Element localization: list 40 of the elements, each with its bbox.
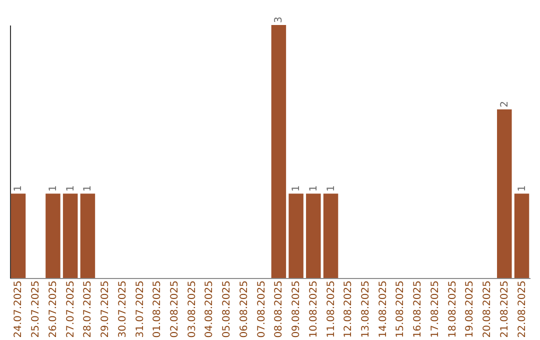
data-label: 1 <box>291 185 302 192</box>
data-label: 1 <box>326 185 337 192</box>
x-tick-label: 19.08.2025 <box>464 280 476 338</box>
data-label: 2 <box>499 100 510 108</box>
x-tick-label: 18.08.2025 <box>447 280 458 338</box>
x-tick-label: 08.08.2025 <box>274 280 285 338</box>
x-tick-label: 14.08.2025 <box>378 280 389 338</box>
x-tick-label: 15.08.2025 <box>395 280 406 338</box>
data-label: 1 <box>65 185 76 192</box>
x-tick-label: 29.07.2025 <box>100 280 112 338</box>
x-tick-label: 22.08.2025 <box>516 280 528 338</box>
x-tick-label: 09.08.2025 <box>291 280 302 338</box>
x-tick-label: 24.07.2025 <box>13 280 24 338</box>
data-label: 3 <box>274 16 285 23</box>
x-tick-label: 20.08.2025 <box>482 280 494 338</box>
x-tick-label: 21.08.2025 <box>499 280 510 338</box>
x-tick-label: 03.08.2025 <box>186 280 198 338</box>
x-tick-label: 30.07.2025 <box>117 280 128 338</box>
x-tick-label: 26.07.2025 <box>48 280 59 338</box>
data-label: 1 <box>82 185 94 192</box>
data-label: 1 <box>308 185 320 192</box>
x-tick-label: 12.08.2025 <box>343 280 354 338</box>
x-tick-label: 31.07.2025 <box>134 280 146 338</box>
x-tick-label: 10.08.2025 <box>308 280 320 338</box>
x-tick-label: 25.07.2025 <box>30 280 42 338</box>
x-tick-label: 11.08.2025 <box>326 280 337 338</box>
x-tick-label: 01.08.2025 <box>152 280 164 338</box>
x-tick-label: 07.08.2025 <box>256 280 268 338</box>
data-label: 1 <box>13 185 24 192</box>
x-tick-label: 28.07.2025 <box>82 280 94 338</box>
x-tick-label: 02.08.2025 <box>170 280 181 338</box>
x-tick-label: 06.08.2025 <box>238 280 250 338</box>
x-tick-label: 13.08.2025 <box>360 280 372 338</box>
x-tick-label: 27.07.2025 <box>65 280 76 338</box>
x-tick-label: 16.08.2025 <box>412 280 424 338</box>
x-tick-label: 04.08.2025 <box>204 280 216 338</box>
x-tick-label: 05.08.2025 <box>222 280 233 338</box>
data-label: 1 <box>48 185 59 192</box>
data-label: 1 <box>516 185 528 192</box>
x-tick-label: 17.08.2025 <box>430 280 441 338</box>
